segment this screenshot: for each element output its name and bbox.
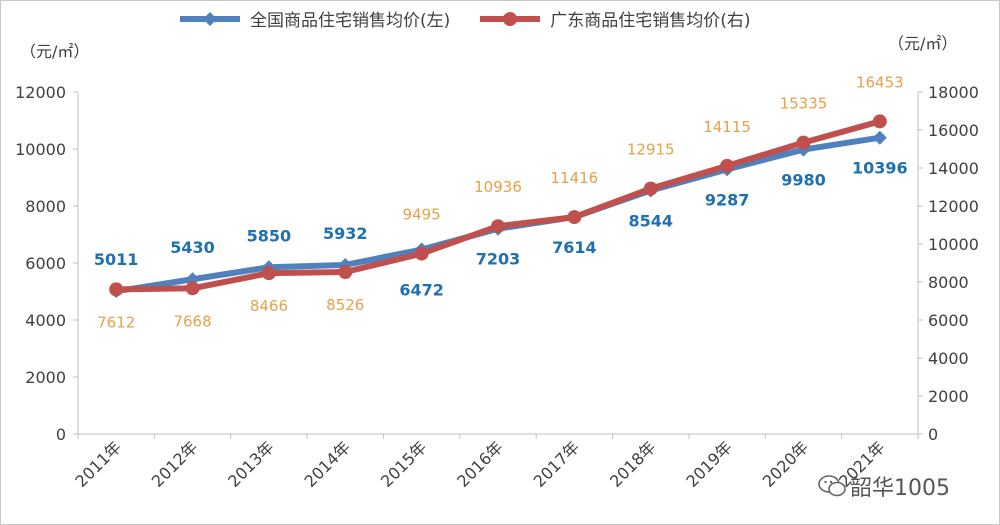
point-guangdong (643, 181, 658, 196)
x-tick-label: 2018年 (606, 437, 660, 491)
point-guangdong (567, 210, 582, 225)
watermark-text: 韶华1005 (850, 476, 950, 501)
y-right-tick-label: 14000 (928, 159, 979, 178)
y-left-tick-label: 2000 (25, 368, 66, 387)
x-tick-label: 2015年 (377, 437, 431, 491)
x-tick-label: 2019年 (682, 437, 736, 491)
data-label-national: 9980 (781, 171, 826, 190)
data-label-guangdong: 14115 (703, 118, 751, 136)
data-label-guangdong: 11416 (551, 169, 599, 187)
x-tick-label: 2014年 (301, 437, 355, 491)
left-axis-unit: （元/㎡） (20, 42, 90, 61)
x-tick-label: 2017年 (530, 437, 584, 491)
data-label-national: 7614 (552, 238, 597, 257)
x-tick-label: 2016年 (453, 437, 507, 491)
data-label-national: 9287 (705, 190, 750, 209)
y-left-tick-label: 6000 (25, 254, 66, 273)
data-label-national: 8544 (628, 211, 673, 230)
point-guangdong (872, 114, 887, 129)
data-label-guangdong: 12915 (627, 141, 675, 159)
point-guangdong (720, 158, 735, 173)
data-label-national: 5011 (94, 250, 139, 269)
point-guangdong (414, 246, 429, 261)
x-tick-label: 2020年 (759, 437, 813, 491)
legend-label-guangdong: 广东商品住宅销售均价(右) (550, 11, 751, 31)
data-label-guangdong: 8526 (326, 296, 364, 314)
x-tick-label: 2011年 (71, 437, 125, 491)
y-left-tick-label: 0 (56, 425, 66, 444)
legend-swatch-guangdong (480, 11, 541, 26)
data-label-guangdong: 8466 (250, 297, 288, 315)
legend: 全国商品住宅销售均价(左) 广东商品住宅销售均价(右) (178, 6, 751, 31)
point-national (872, 130, 887, 145)
data-label-national: 5430 (170, 238, 215, 257)
y-right-tick-label: 18000 (928, 83, 979, 102)
x-tick-label: 2012年 (148, 437, 202, 491)
y-right-tick-label: 2000 (928, 387, 969, 406)
point-guangdong (491, 219, 505, 234)
y-right-tick-label: 6000 (928, 311, 969, 330)
y-left-tick-label: 4000 (25, 311, 66, 330)
point-guangdong (109, 282, 124, 297)
data-label-national: 7203 (476, 250, 521, 269)
point-guangdong (338, 265, 353, 280)
data-label-guangdong: 7612 (97, 313, 135, 331)
y-left-tick-label: 12000 (15, 83, 66, 102)
y-left-tick-label: 8000 (25, 197, 66, 216)
data-label-guangdong: 10936 (474, 178, 522, 196)
point-guangdong (185, 281, 200, 296)
data-label-national: 6472 (399, 281, 444, 300)
data-label-national: 10396 (852, 159, 908, 178)
y-right-tick-label: 10000 (928, 235, 979, 254)
y-right-tick-label: 16000 (928, 121, 979, 140)
data-label-guangdong: 7668 (173, 312, 211, 330)
x-tick-label: 2013年 (224, 437, 278, 491)
watermark: 韶华1005 (818, 470, 950, 502)
y-right-tick-label: 4000 (928, 349, 969, 368)
y-right-tick-label: 0 (928, 425, 938, 444)
y-left-tick-label: 10000 (15, 140, 66, 159)
data-label-guangdong: 16453 (856, 73, 904, 91)
legend-item-guangdong: 广东商品住宅销售均价(右) (478, 6, 751, 31)
y-right-tick-label: 8000 (928, 273, 969, 292)
data-label-guangdong: 15335 (780, 95, 828, 113)
data-label-guangdong: 9495 (403, 206, 441, 224)
y-right-tick-label: 12000 (928, 197, 979, 216)
wechat-icon (818, 475, 846, 497)
legend-item-national: 全国商品住宅销售均价(左) (178, 6, 450, 31)
data-label-national: 5932 (323, 224, 368, 243)
point-guangdong (796, 135, 811, 150)
point-guangdong (261, 266, 276, 281)
legend-label-national: 全国商品住宅销售均价(左) (250, 11, 451, 31)
right-axis-unit: （元/㎡） (888, 34, 958, 53)
data-label-national: 5850 (247, 226, 292, 245)
legend-swatch-national (180, 11, 240, 26)
